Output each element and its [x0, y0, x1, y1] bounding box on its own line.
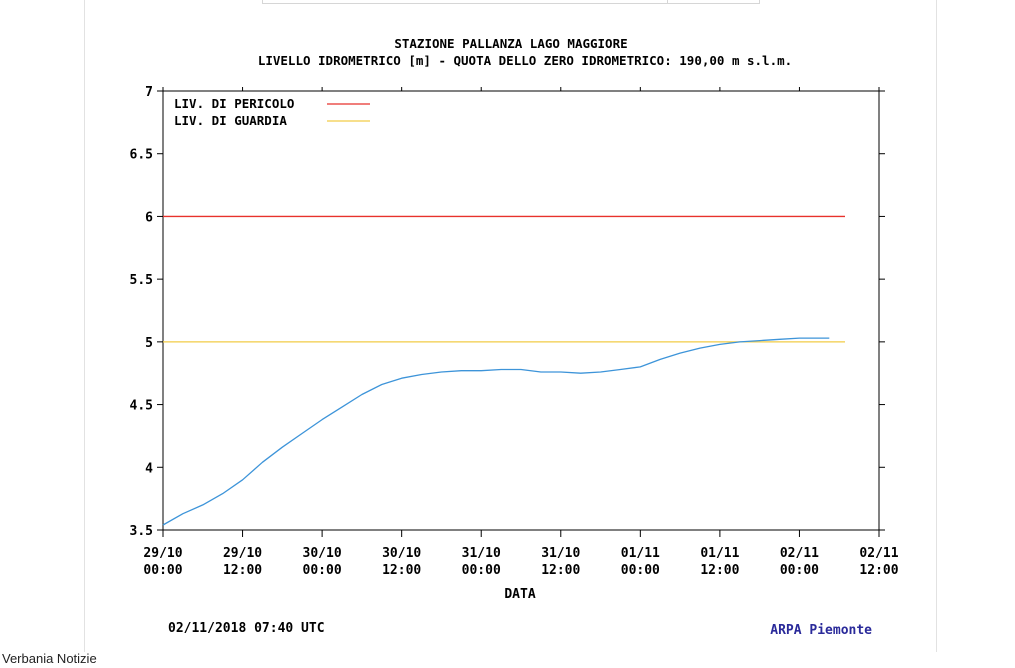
x-tick-date: 30/10 [303, 546, 342, 561]
x-tick-date: 29/10 [223, 546, 262, 561]
y-tick-label: 5.5 [130, 273, 153, 288]
image-caption: Verbania Notizie [2, 651, 97, 666]
chart-title: STAZIONE PALLANZA LAGO MAGGIORE [394, 36, 627, 51]
x-tick-date: 31/10 [462, 546, 501, 561]
top-bar [262, 0, 760, 4]
page-frame [84, 0, 937, 652]
x-tick-time: 00:00 [780, 563, 819, 578]
top-bar-divider [667, 0, 668, 4]
x-tick-date: 29/10 [143, 546, 182, 561]
plot-frame [162, 90, 880, 531]
x-tick-date: 02/11 [859, 546, 898, 561]
ticks-layer: 3.5 4 4.5 5 5.5 6 6.5 7 29/10 00:00 29/10 12:00 30/1… [130, 85, 899, 578]
legend: LIV. DI PERICOLO LIV. DI GUARDIA [174, 96, 370, 128]
y-tick-label: 5 [145, 336, 153, 351]
x-tick-time: 00:00 [462, 563, 501, 578]
y-tick-label: 6 [145, 210, 153, 225]
x-tick-date: 30/10 [382, 546, 421, 561]
x-tick-time: 00:00 [303, 563, 342, 578]
x-tick-date: 01/11 [621, 546, 660, 561]
y-tick-label: 6.5 [130, 148, 153, 163]
legend-label: LIV. DI GUARDIA [174, 113, 287, 128]
x-tick-time: 12:00 [382, 563, 421, 578]
x-tick-date: 02/11 [780, 546, 819, 561]
y-tick-label: 7 [145, 85, 153, 100]
y-tick-label: 4 [145, 461, 153, 476]
chart-subtitle: LIVELLO IDROMETRICO [m] - QUOTA DELLO ZE… [258, 53, 792, 68]
x-tick-time: 00:00 [143, 563, 182, 578]
threshold-layer [163, 215, 845, 343]
x-tick-date: 31/10 [541, 546, 580, 561]
footer-source: ARPA Piemonte [770, 623, 872, 638]
x-tick-time: 12:00 [700, 563, 739, 578]
legend-label: LIV. DI PERICOLO [174, 96, 294, 111]
y-tick-label: 3.5 [130, 524, 153, 539]
x-axis-label: DATA [504, 587, 535, 602]
x-tick-date: 01/11 [700, 546, 739, 561]
x-tick-time: 00:00 [621, 563, 660, 578]
x-tick-time: 12:00 [541, 563, 580, 578]
series-line-water-level [162, 337, 830, 526]
y-tick-label: 4.5 [130, 399, 153, 414]
x-tick-time: 12:00 [859, 563, 898, 578]
series-layer [162, 337, 830, 526]
footer-timestamp: 02/11/2018 07:40 UTC [168, 621, 325, 636]
x-tick-time: 12:00 [223, 563, 262, 578]
